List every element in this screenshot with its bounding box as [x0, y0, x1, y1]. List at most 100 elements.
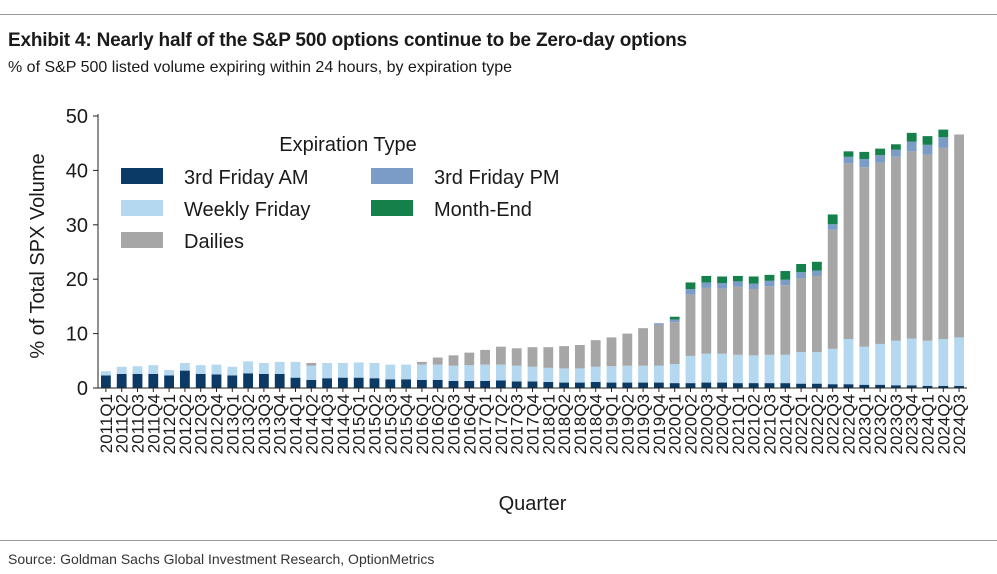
bar-segment-weekly-friday-2015q4: [401, 364, 411, 380]
y-axis-label: % of Total SPX Volume: [27, 153, 49, 358]
bar-segment-dailies-2023q2: [875, 162, 885, 344]
bar-segment-dailies-2020q2: [685, 294, 696, 356]
bar-segment-dailies-2020q4: [717, 288, 727, 354]
bar-segment-weekly-friday-2012q1: [164, 370, 174, 376]
x-tick-label: 2020Q2: [682, 394, 701, 455]
bar-segment-3rd-friday-am-2012q3: [195, 373, 206, 388]
x-tick-label: 2013Q2: [239, 394, 258, 455]
bar-segment-3rd-friday-pm-2020q2: [685, 288, 696, 295]
bar-segment-weekly-friday-2017q2: [496, 364, 506, 381]
y-tick-label: 0: [77, 378, 88, 400]
x-tick-label: 2016Q1: [413, 394, 432, 455]
x-tick-label: 2017Q2: [492, 394, 511, 455]
bar-segment-3rd-friday-pm-2022q3: [827, 224, 838, 230]
bar-segment-3rd-friday-pm-2021q4: [780, 279, 791, 286]
bar-segment-dailies-2017q2: [496, 346, 506, 365]
bar-segment-weekly-friday-2015q1: [353, 362, 364, 378]
bar-segment-3rd-friday-am-2019q2: [622, 382, 633, 388]
x-tick-label: 2020Q4: [713, 394, 732, 455]
x-tick-label: 2017Q4: [524, 394, 543, 455]
x-tick-label: 2023Q1: [855, 394, 874, 455]
bar-segment-weekly-friday-2020q3: [701, 353, 712, 383]
bar-segment-weekly-friday-2015q2: [369, 362, 380, 379]
x-tick-label: 2019Q3: [634, 394, 653, 455]
bars-layer: [101, 129, 964, 388]
x-tick-label: 2021Q2: [745, 394, 764, 455]
bar-segment-month-end-2020q3: [701, 275, 712, 283]
bar-segment-3rd-friday-am-2012q1: [164, 375, 174, 388]
x-tick-label: 2014Q1: [287, 394, 306, 455]
legend-swatch-3rd-friday-pm: [371, 168, 413, 184]
bar-segment-3rd-friday-pm-2022q4: [843, 156, 854, 164]
legend-swatch-weekly-friday: [121, 200, 163, 216]
x-tick-label: 2020Q1: [666, 394, 685, 455]
bar-segment-weekly-friday-2016q1: [417, 364, 427, 380]
bar-segment-month-end-2023q4: [906, 132, 917, 142]
bar-segment-3rd-friday-am-2014q2: [306, 379, 317, 388]
x-tick-label: 2011Q3: [129, 394, 148, 453]
bar-segment-dailies-2024q1: [922, 154, 933, 341]
bar-segment-3rd-friday-am-2016q3: [448, 380, 459, 388]
bar-segment-weekly-friday-2022q2: [812, 352, 822, 384]
bar-segment-3rd-friday-am-2022q2: [812, 383, 822, 388]
bar-segment-3rd-friday-am-2024q3: [954, 385, 964, 388]
bar-segment-month-end-2020q2: [685, 282, 696, 289]
bar-segment-weekly-friday-2017q3: [511, 365, 522, 382]
bar-segment-dailies-2021q3: [764, 286, 775, 355]
x-tick-label: 2012Q3: [192, 394, 211, 455]
bar-segment-3rd-friday-am-2016q1: [417, 379, 427, 388]
x-tick-label: 2019Q1: [603, 394, 622, 455]
bar-segment-dailies-2021q1: [733, 286, 743, 355]
bar-segment-3rd-friday-am-2021q3: [764, 383, 775, 388]
bar-segment-weekly-friday-2020q1: [669, 364, 680, 384]
bar-segment-month-end-2020q1: [669, 316, 680, 320]
bar-segment-month-end-2023q1: [859, 151, 870, 159]
bar-segment-dailies-2022q3: [827, 229, 838, 349]
bar-segment-3rd-friday-am-2017q3: [511, 381, 522, 388]
bar-segment-dailies-2018q3: [575, 345, 585, 369]
x-tick-label: 2024Q3: [950, 394, 969, 455]
x-tick-label: 2023Q2: [871, 394, 890, 455]
bar-segment-weekly-friday-2011q4: [148, 365, 159, 374]
bar-segment-dailies-2018q4: [590, 340, 601, 367]
bar-segment-weekly-friday-2023q1: [859, 346, 870, 385]
bar-segment-weekly-friday-2024q2: [938, 339, 949, 386]
bar-segment-weekly-friday-2014q3: [322, 362, 332, 379]
bar-segment-weekly-friday-2018q4: [590, 366, 601, 383]
bar-segment-3rd-friday-am-2019q4: [654, 382, 664, 388]
chart-title: Exhibit 4: Nearly half of the S&P 500 op…: [8, 30, 687, 51]
bar-segment-weekly-friday-2016q2: [432, 364, 443, 380]
bar-segment-month-end-2022q4: [843, 151, 854, 157]
x-tick-label: 2018Q3: [571, 394, 590, 455]
legend-label-dailies: Dailies: [184, 231, 244, 253]
bar-segment-month-end-2024q1: [922, 136, 933, 145]
x-tick-label: 2011Q4: [144, 394, 163, 453]
bar-segment-3rd-friday-am-2021q1: [733, 383, 743, 388]
bar-segment-weekly-friday-2018q1: [543, 367, 554, 383]
bar-segment-weekly-friday-2013q4: [274, 361, 285, 374]
bar-segment-dailies-2014q2: [306, 362, 317, 366]
x-tick-label: 2013Q4: [271, 394, 290, 455]
bar-segment-3rd-friday-pm-2023q1: [859, 158, 870, 168]
bar-segment-dailies-2019q3: [638, 328, 648, 366]
source-note: Source: Goldman Sachs Global Investment …: [8, 551, 435, 567]
bar-segment-3rd-friday-am-2022q1: [796, 383, 806, 388]
bar-segment-3rd-friday-am-2020q4: [717, 382, 727, 388]
bar-segment-weekly-friday-2016q4: [464, 365, 475, 381]
bar-segment-3rd-friday-am-2013q4: [274, 373, 285, 388]
bar-segment-dailies-2017q1: [480, 349, 490, 365]
bar-segment-3rd-friday-am-2011q2: [116, 373, 127, 388]
x-tick-label: 2012Q2: [176, 394, 195, 455]
bar-segment-3rd-friday-am-2018q3: [575, 382, 585, 388]
bar-segment-3rd-friday-am-2015q3: [385, 379, 396, 388]
chart-subtitle: % of S&P 500 listed volume expiring with…: [8, 59, 512, 76]
bar-segment-3rd-friday-am-2012q4: [211, 374, 222, 388]
bar-segment-weekly-friday-2014q1: [290, 361, 301, 378]
bar-segment-dailies-2019q2: [622, 333, 633, 366]
bar-segment-dailies-2020q1: [669, 322, 680, 365]
bar-segment-3rd-friday-pm-2024q2: [938, 137, 949, 148]
bar-segment-3rd-friday-am-2023q3: [891, 385, 901, 388]
bar-segment-weekly-friday-2013q2: [243, 361, 253, 374]
y-tick-label: 50: [66, 106, 88, 128]
